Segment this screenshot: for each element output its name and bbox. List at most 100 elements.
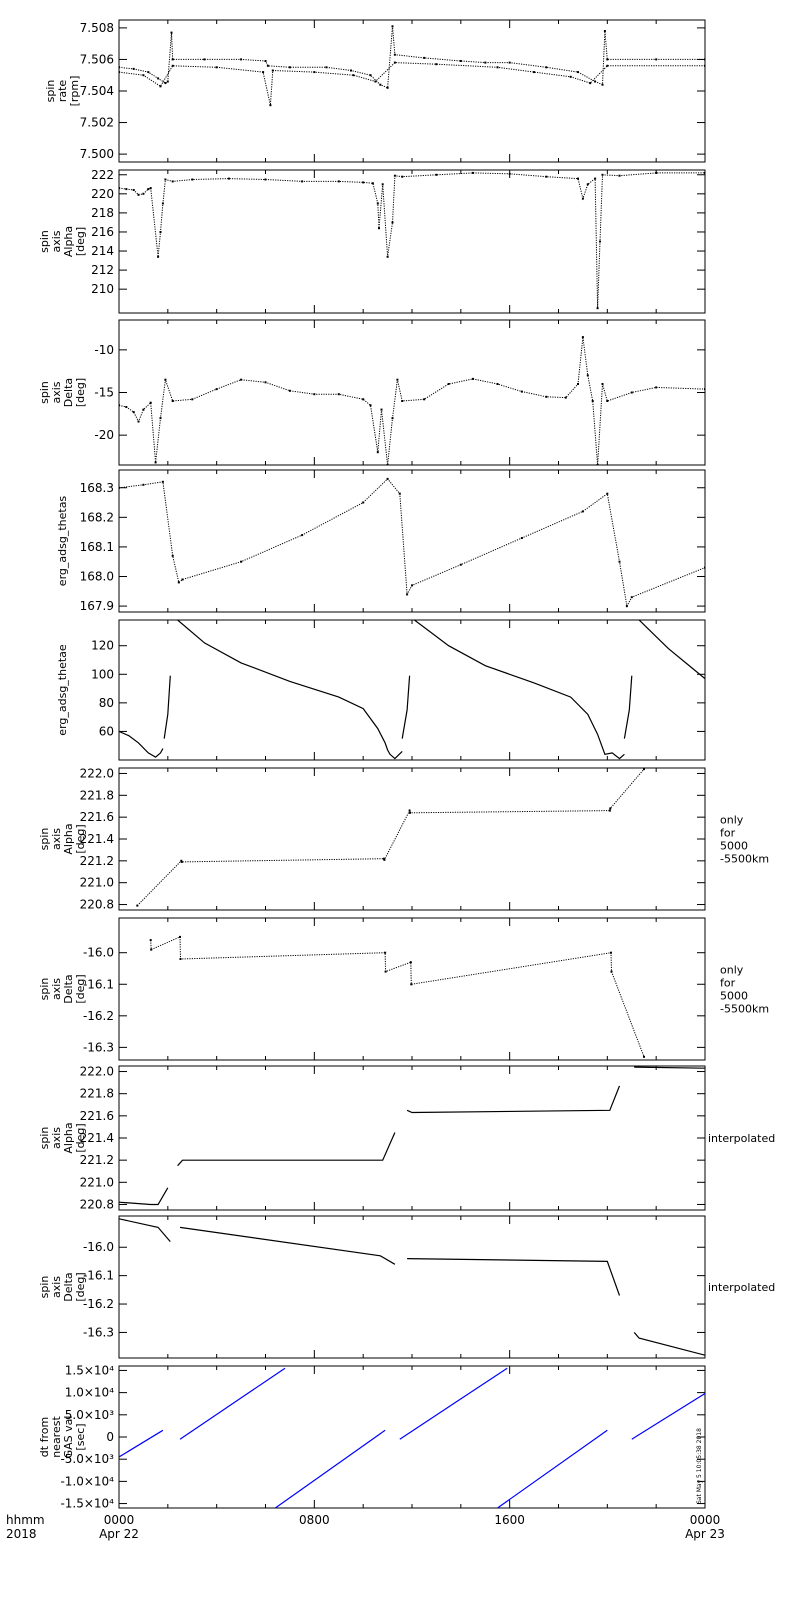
data-point	[164, 178, 167, 181]
y-tick-label: 220	[91, 187, 114, 201]
x-tick-label: 1600	[494, 1513, 525, 1527]
y-tick-label: 0	[106, 1430, 114, 1444]
series-line-3	[633, 1332, 705, 1356]
y-tick-label: -10	[94, 343, 114, 357]
data-point	[171, 554, 174, 557]
data-point	[170, 31, 173, 34]
series-group	[119, 620, 705, 760]
side-annotation: for	[720, 977, 736, 990]
data-point	[301, 534, 304, 537]
data-point	[240, 58, 243, 61]
y-tick-label: 221.4	[80, 832, 114, 846]
y-tick-label: 214	[91, 244, 114, 258]
data-point	[171, 180, 174, 183]
data-point	[643, 1055, 645, 1058]
data-point	[191, 398, 194, 401]
y-tick-label: 210	[91, 282, 114, 296]
data-point	[159, 231, 162, 233]
y-tick-label: -1.5×10⁴	[60, 1497, 114, 1511]
series-group	[119, 1218, 705, 1356]
y-tick-label: 222.0	[80, 1065, 114, 1079]
data-point	[136, 904, 139, 907]
series-line-4	[414, 620, 625, 760]
y-tick-label: 221.4	[80, 1131, 114, 1145]
series-line-2	[177, 620, 403, 760]
y-tick-label: -16.2	[83, 1297, 114, 1311]
data-point	[142, 192, 145, 195]
series-line-0	[119, 1218, 171, 1242]
y-tick-label: -16.0	[83, 1240, 114, 1254]
data-point	[142, 408, 145, 411]
data-point	[618, 560, 621, 563]
y-axis-label: spin	[38, 1127, 51, 1150]
data-point	[240, 378, 243, 381]
data-point	[149, 187, 152, 190]
series-group	[119, 1066, 705, 1206]
y-axis-label: [deg]	[74, 378, 87, 407]
data-point	[137, 193, 140, 196]
panel-erg_adsg_thetae: 60 80 100 120 erg_adsg_thetae	[56, 619, 706, 761]
y-axis-label: dt from	[38, 1417, 51, 1457]
data-point	[406, 593, 409, 596]
data-point	[147, 188, 150, 191]
data-point	[264, 60, 267, 62]
data-point	[119, 71, 120, 74]
panel-erg_adsg_thetas: 167.9 168.0 168.1 168.2 168.3 erg_adsg_thetas	[56, 469, 706, 613]
series-line-4	[497, 1429, 608, 1508]
series-line-1	[179, 1226, 396, 1265]
data-point	[409, 961, 412, 964]
y-axis-label: axis	[50, 1127, 63, 1149]
data-point	[180, 860, 183, 863]
data-point	[362, 501, 365, 504]
data-point	[447, 383, 450, 385]
series-line-1	[179, 1367, 286, 1440]
data-point	[369, 74, 372, 77]
plot-frame	[118, 1065, 706, 1211]
y-tick-label: 7.504	[80, 84, 114, 98]
y-tick-label: -16.3	[83, 1325, 114, 1339]
y-tick-label: 212	[91, 263, 114, 277]
data-point	[337, 180, 340, 183]
data-point	[132, 411, 135, 414]
data-point	[337, 393, 340, 396]
y-axis-label: [deg]	[74, 974, 87, 1003]
data-point	[596, 307, 599, 310]
y-tick-label: -5.0×10³	[60, 1452, 114, 1466]
data-point	[171, 64, 174, 67]
panel-dt_from_nearest_gas_val: -1.5×10⁴ -1.0×10⁴ -5.0×10³ 0 5.0×10³ 1.0×10⁴ 1…	[38, 1363, 706, 1511]
y-axis-label: axis	[50, 381, 63, 403]
data-point	[606, 64, 609, 67]
y-axis-label: axis	[50, 230, 63, 252]
y-axis-label: Alpha	[62, 1122, 75, 1153]
data-point	[271, 69, 274, 72]
data-point	[301, 180, 304, 183]
y-tick-label: 60	[99, 724, 114, 738]
data-point	[408, 809, 411, 812]
data-point	[396, 378, 399, 381]
plot-frame	[118, 469, 706, 613]
data-point	[266, 64, 269, 67]
y-axis-label: Alpha	[62, 226, 75, 257]
data-point	[362, 398, 365, 401]
data-point	[386, 86, 389, 89]
series-line-0	[119, 730, 164, 758]
data-point	[596, 464, 599, 465]
data-point	[264, 178, 267, 181]
data-point	[379, 83, 382, 86]
data-point	[371, 182, 374, 185]
data-point	[606, 492, 609, 495]
data-point	[472, 377, 474, 380]
plot-frame	[118, 1215, 706, 1359]
y-tick-label: 5.0×10³	[65, 1408, 114, 1422]
data-point	[569, 75, 572, 78]
data-point	[137, 420, 140, 423]
y-axis-label: axis	[50, 1276, 63, 1298]
side-annotation: only	[720, 964, 744, 977]
y-axis-label: spin	[38, 828, 51, 851]
data-point	[180, 859, 183, 862]
side-annotation: 5000	[720, 840, 748, 853]
data-point	[459, 563, 462, 566]
y-axis-label: spin	[44, 80, 57, 103]
data-point	[545, 175, 548, 178]
